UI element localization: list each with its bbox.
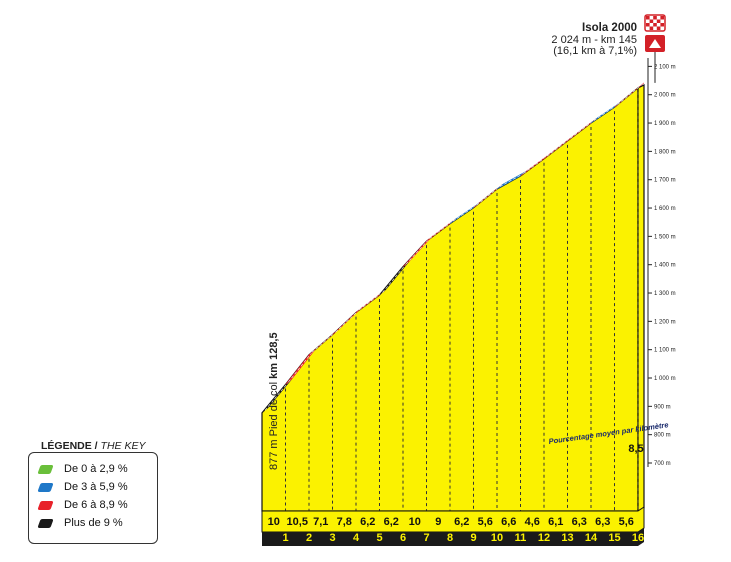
- summit-info: Isola 2000 2 024 m - km 145 (16,1 km à 7…: [551, 22, 637, 58]
- y-tick-label: 1 300 m: [654, 291, 676, 297]
- summit-elevation-km: 2 024 m - km 145: [551, 33, 637, 46]
- y-tick-label: 700 m: [654, 461, 671, 467]
- foot-km: km 128,5: [268, 332, 280, 379]
- gradient-label: 6,2: [360, 516, 375, 528]
- gradient-label: 6,2: [384, 516, 399, 528]
- gradient-label: 6,3: [595, 516, 610, 528]
- gradient-label: 10: [409, 516, 421, 528]
- band-centre-line: [617, 85, 642, 105]
- legend-item-3-5-9: De 3 à 5,9 %: [37, 479, 128, 495]
- km-tick-label: 10: [491, 532, 503, 544]
- y-tick-label: 2 000 m: [654, 93, 676, 99]
- km-tick-label: 4: [353, 532, 360, 544]
- legend-item-0-2-9: De 0 à 2,9 %: [37, 461, 128, 477]
- band-centre-line: [499, 173, 524, 187]
- summit-name: Isola 2000: [582, 22, 637, 34]
- km-tick-label: 8: [447, 532, 453, 544]
- y-tick-label: 1 100 m: [654, 348, 676, 354]
- km-tick-label: 11: [515, 532, 527, 544]
- gradient-label: 6,1: [548, 516, 563, 528]
- y-tick-label: 1 700 m: [654, 178, 676, 184]
- km-tick-label: 13: [561, 532, 573, 544]
- band-centre-line: [335, 309, 360, 333]
- km-tick-label: 7: [423, 532, 429, 544]
- band-centre-line: [405, 238, 430, 265]
- gradient-label: 5,6: [478, 516, 493, 528]
- foot-of-climb-label: 877 m Pied de col km 128,5: [268, 332, 280, 470]
- y-tick-label: 1 200 m: [654, 319, 676, 325]
- gradient-label: 10,5: [287, 516, 308, 528]
- km-tick-label: 5: [376, 532, 382, 544]
- km-tick-label: 1: [282, 532, 288, 544]
- gradient-label: 7,1: [313, 516, 328, 528]
- band-centre-line: [311, 331, 336, 353]
- base-black-strip: [262, 528, 644, 546]
- summit-climb-stats: (16,1 km à 7,1%): [553, 45, 637, 57]
- blue-swatch: [37, 482, 54, 492]
- gradient-label: 9: [435, 516, 441, 528]
- y-tick-label: 1 900 m: [654, 121, 676, 127]
- km-tick-label: 9: [470, 532, 476, 544]
- gradient-label: 4,6: [525, 516, 540, 528]
- band-centre-line: [476, 186, 501, 206]
- band-centre-line: [382, 263, 407, 293]
- green-swatch: [37, 464, 54, 474]
- y-tick-label: 800 m: [654, 433, 671, 439]
- km-tick-label: 16: [632, 532, 644, 544]
- band-centre-line: [264, 381, 289, 411]
- gradient-label: 10: [268, 516, 280, 528]
- legend-box: De 0 à 2,9 % De 3 à 5,9 % De 6 à 8,9 % P…: [28, 452, 158, 544]
- y-tick-label: 1 000 m: [654, 376, 676, 382]
- y-tick-label: 2 100 m: [654, 64, 676, 70]
- gradient-label: 7,8: [337, 516, 352, 528]
- y-tick-label: 1 500 m: [654, 234, 676, 240]
- legend-item-9-plus: Plus de 9 %: [37, 515, 123, 531]
- gradient-label: 6,2: [454, 516, 469, 528]
- km-tick-label: 15: [608, 532, 620, 544]
- checkered-flag-icon: [644, 14, 666, 32]
- y-tick-label: 1 400 m: [654, 263, 676, 269]
- km-tick-label: 14: [585, 532, 598, 544]
- gradient-label: 5,6: [619, 516, 634, 528]
- band-centre-line: [288, 352, 313, 383]
- legend-title: LÉGENDE / THE KEY: [38, 440, 149, 452]
- km-tick-label: 3: [329, 532, 335, 544]
- y-tick-label: 1 800 m: [654, 149, 676, 155]
- black-swatch: [37, 518, 54, 528]
- profile-area: [261, 86, 639, 512]
- km-tick-label: 6: [400, 532, 406, 544]
- y-tick-label: 1 600 m: [654, 206, 676, 212]
- gradient-label-last: 8,5: [628, 443, 643, 455]
- gradient-label: 6,3: [572, 516, 587, 528]
- gradient-label: 6,6: [501, 516, 516, 528]
- mountain-summit-icon: [645, 35, 665, 52]
- km-tick-label: 12: [538, 532, 550, 544]
- red-swatch: [37, 500, 54, 510]
- km-tick-label: 2: [306, 532, 312, 544]
- legend-item-6-8-9: De 6 à 8,9 %: [37, 497, 128, 513]
- foot-elevation: 877 m Pied de col: [268, 381, 280, 470]
- y-tick-label: 900 m: [654, 404, 671, 410]
